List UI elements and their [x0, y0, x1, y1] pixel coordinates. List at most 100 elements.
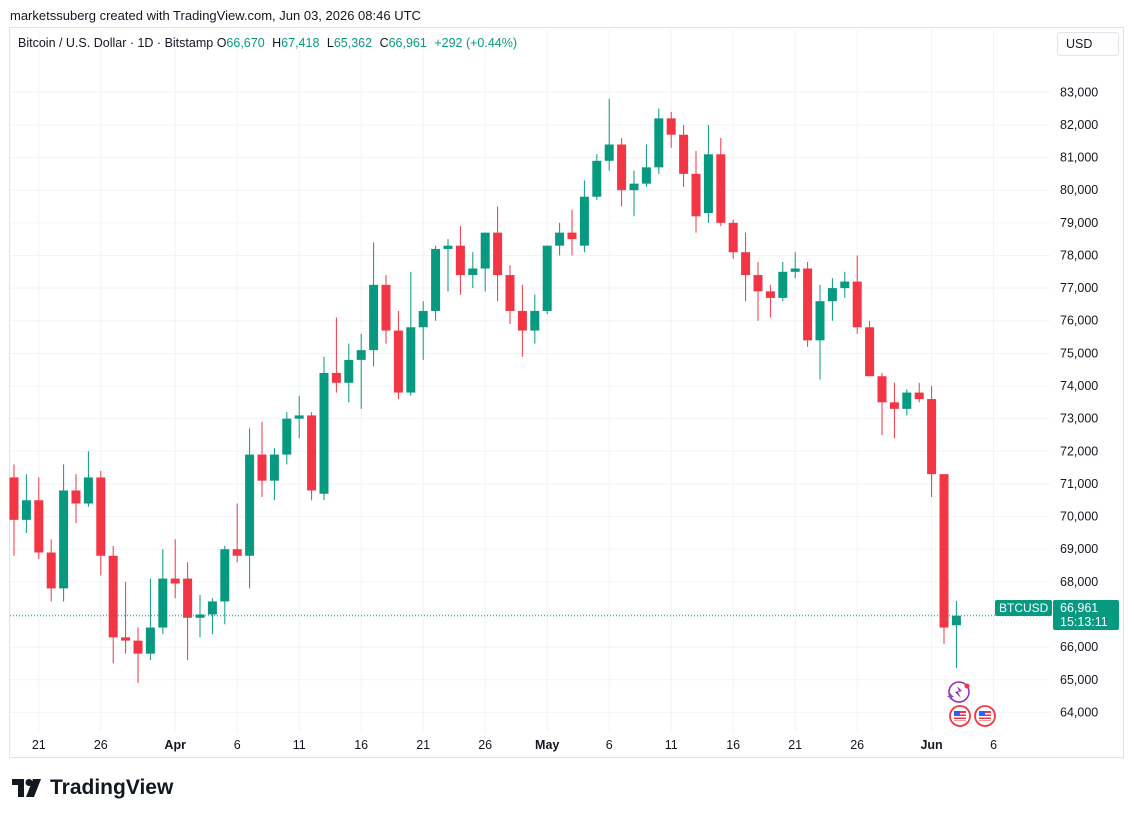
- candle[interactable]: [542, 245, 552, 315]
- candle[interactable]: [34, 477, 44, 560]
- candle[interactable]: [629, 170, 639, 217]
- candle-body: [381, 284, 391, 331]
- candle[interactable]: [790, 252, 800, 279]
- x-tick-label: Apr: [164, 738, 186, 752]
- candle[interactable]: [393, 310, 403, 400]
- change-value: +292 (+0.44%): [434, 36, 518, 50]
- candle[interactable]: [753, 261, 763, 321]
- candle[interactable]: [158, 549, 168, 635]
- brand-name: TradingView: [50, 776, 174, 799]
- candle-body: [232, 549, 242, 556]
- candle[interactable]: [21, 474, 31, 533]
- ai-event-icon[interactable]: [947, 681, 970, 703]
- candle[interactable]: [517, 284, 527, 357]
- candle[interactable]: [617, 137, 627, 207]
- candle[interactable]: [592, 154, 602, 200]
- candle[interactable]: [232, 503, 242, 563]
- candle[interactable]: [245, 428, 255, 589]
- chart-frame: [9, 27, 1124, 758]
- candle[interactable]: [939, 474, 949, 644]
- candle[interactable]: [555, 222, 565, 256]
- candle[interactable]: [530, 294, 540, 344]
- y-tick-label: 77,000: [1060, 281, 1098, 295]
- candle[interactable]: [282, 412, 292, 465]
- candle[interactable]: [59, 464, 69, 602]
- candle[interactable]: [381, 275, 391, 344]
- candle[interactable]: [269, 448, 279, 501]
- candle-body: [939, 474, 949, 628]
- candle[interactable]: [493, 206, 503, 302]
- candle[interactable]: [927, 386, 937, 497]
- candle[interactable]: [716, 137, 726, 227]
- y-tick-label: 75,000: [1060, 346, 1098, 360]
- candle[interactable]: [170, 539, 180, 599]
- candle[interactable]: [344, 343, 354, 403]
- candle[interactable]: [331, 317, 341, 393]
- candle[interactable]: [145, 578, 155, 661]
- candle[interactable]: [641, 144, 651, 187]
- candle[interactable]: [728, 219, 738, 259]
- candle[interactable]: [369, 242, 379, 367]
- candle[interactable]: [914, 382, 924, 403]
- candle[interactable]: [604, 98, 614, 171]
- candle[interactable]: [666, 111, 676, 148]
- candle-body: [344, 359, 354, 383]
- candle[interactable]: [431, 245, 441, 321]
- candle[interactable]: [96, 470, 106, 576]
- candle[interactable]: [418, 301, 428, 360]
- candle[interactable]: [307, 412, 317, 501]
- candle[interactable]: [679, 124, 689, 187]
- tradingview-brand[interactable]: TradingView: [12, 776, 173, 800]
- candle-body: [480, 232, 490, 269]
- candle-body: [145, 627, 155, 654]
- candle[interactable]: [703, 124, 713, 223]
- candle[interactable]: [220, 545, 230, 625]
- candle[interactable]: [356, 333, 366, 409]
- candle[interactable]: [815, 284, 825, 380]
- candle[interactable]: [827, 278, 837, 321]
- candle[interactable]: [567, 209, 577, 256]
- candle[interactable]: [840, 271, 850, 298]
- candle[interactable]: [505, 265, 515, 325]
- candle[interactable]: [257, 421, 267, 497]
- candle[interactable]: [765, 284, 775, 318]
- candle[interactable]: [9, 464, 19, 556]
- currency-button[interactable]: USD: [1057, 32, 1119, 56]
- candle[interactable]: [133, 627, 143, 684]
- candle[interactable]: [579, 180, 589, 253]
- candle[interactable]: [654, 108, 664, 174]
- candle[interactable]: [207, 598, 217, 635]
- candle-body: [319, 372, 329, 494]
- candle[interactable]: [741, 232, 751, 302]
- candle[interactable]: [889, 382, 899, 439]
- candle[interactable]: [480, 232, 490, 292]
- candle[interactable]: [294, 395, 304, 439]
- candle[interactable]: [778, 261, 788, 302]
- us-flag-icon[interactable]: [974, 705, 996, 727]
- candle-body: [158, 578, 168, 628]
- candle[interactable]: [877, 372, 887, 435]
- symbol-label[interactable]: Bitcoin / U.S. Dollar · 1D · Bitstamp: [18, 36, 214, 50]
- candle[interactable]: [406, 271, 416, 396]
- candle[interactable]: [865, 320, 875, 377]
- candle[interactable]: [183, 562, 193, 661]
- candle[interactable]: [902, 389, 912, 416]
- candle-body: [393, 330, 403, 393]
- candle[interactable]: [319, 356, 329, 501]
- candle[interactable]: [83, 451, 93, 507]
- candle[interactable]: [71, 474, 81, 524]
- candle[interactable]: [121, 581, 131, 654]
- candle[interactable]: [691, 151, 701, 233]
- candle[interactable]: [46, 539, 56, 602]
- candle[interactable]: [443, 239, 453, 292]
- candle-body: [9, 477, 19, 520]
- candle[interactable]: [803, 261, 813, 347]
- candle[interactable]: [468, 252, 478, 289]
- candle[interactable]: [108, 545, 118, 664]
- us-flag-icon[interactable]: [949, 705, 971, 727]
- candle[interactable]: [455, 226, 465, 295]
- x-tick-label: 16: [354, 738, 368, 752]
- candle[interactable]: [951, 600, 961, 668]
- candle[interactable]: [852, 255, 862, 334]
